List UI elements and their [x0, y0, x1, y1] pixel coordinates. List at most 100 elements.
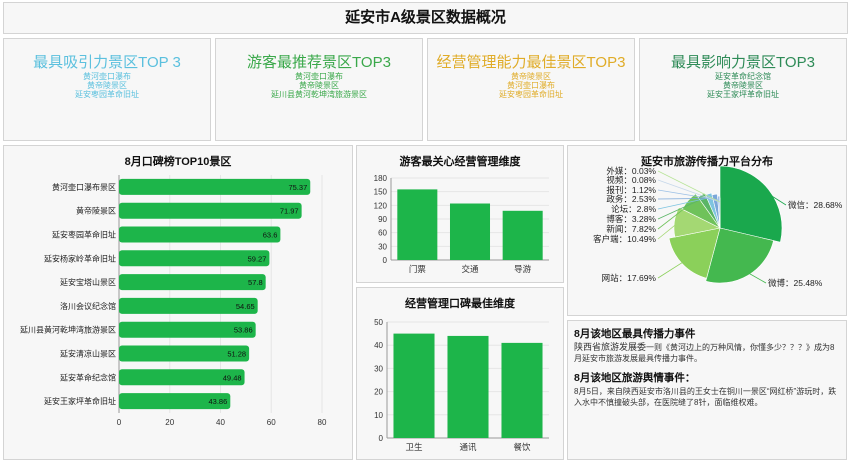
reputation-bar-chart: 0 20 40 60 80 黄河壶口瀑布景区 75.37 黄帝陵景区 71.97 延安枣园革命旧址… — [20, 175, 327, 427]
kpi-item: 延安枣园革命旧址 — [499, 90, 563, 99]
y-tick-label: 150 — [374, 188, 388, 197]
bar-value-label: 53.86 — [234, 326, 253, 335]
category-label: 延安杨家岭革命旧址 — [44, 253, 116, 263]
y-tick-label: 30 — [374, 364, 383, 373]
slice-label: 论坛：2.8% — [611, 204, 656, 214]
x-tick-label: 40 — [216, 418, 225, 427]
x-tick-label: 20 — [165, 418, 174, 427]
bar — [397, 189, 438, 260]
event1-text: 陕西省旅游发展委一则《黄河边上的万种风情，你懂多少？？？》成为8月延安市旅游发展… — [574, 342, 840, 364]
bar-value-label: 75.37 — [288, 183, 307, 192]
bar — [502, 210, 543, 260]
platform-pie-chart: 微信：28.68% 微博：25.48% 网站：17.69% 客户端：10.49%新闻：… — [593, 166, 843, 288]
label-leader-line — [657, 179, 721, 203]
bar — [119, 345, 250, 362]
slice-label: 博客：3.28% — [606, 214, 656, 224]
event1-lead: 陕西省旅游发展委 — [574, 342, 647, 352]
kpi-item: 延安革命纪念馆 — [715, 72, 771, 81]
slice-label: 微信：28.68% — [788, 200, 843, 210]
event1-title: 8月该地区最具传播力事件 — [574, 328, 696, 340]
y-tick-label: 0 — [383, 256, 388, 265]
y-tick-label: 0 — [379, 434, 384, 443]
kpi-panel-influence: 最具影响力景区TOP3 延安革命纪念馆 黄帝陵景区 延安王家坪革命旧址 — [639, 38, 847, 141]
kpi-item: 黄河壶口瀑布 — [83, 72, 131, 81]
kpi-item: 黄河壶口瀑布 — [507, 81, 555, 90]
category-label: 延安王家坪革命旧址 — [44, 396, 116, 406]
category-label: 延川县黄河乾坤湾旅游景区 — [20, 325, 116, 335]
y-tick-label: 20 — [374, 388, 383, 397]
bar — [119, 178, 311, 195]
category-label: 延安清凉山景区 — [60, 349, 116, 359]
pie-slice — [668, 227, 721, 279]
pie-slice — [697, 192, 721, 229]
slice-label: 客户端：10.49% — [593, 234, 656, 244]
slice-label: 外媒：0.03% — [606, 166, 656, 176]
bar-value-label: 59.27 — [248, 254, 267, 263]
kpi-item: 延安枣园革命旧址 — [75, 90, 139, 99]
bar — [501, 342, 543, 438]
kpi-item: 黄帝陵景区 — [87, 81, 127, 90]
pie-slice — [705, 227, 774, 284]
platform-chart-title: 延安市旅游传播力平台分布 — [641, 156, 773, 168]
y-tick-label: 30 — [378, 242, 387, 251]
kpi-panel-attraction: 最具吸引力景区TOP 3 黄河壶口瀑布 黄帝陵景区 延安枣园革命旧址 — [3, 38, 211, 141]
kpi-item: 黄帝陵景区 — [723, 81, 763, 90]
platform-chart-panel: 延安市旅游传播力平台分布 微信：28.68% 微博：25.48% 网站：17.69%… — [567, 145, 847, 316]
slice-label: 新闻：7.82% — [606, 224, 656, 234]
kpi-title: 最具影响力景区TOP3 — [671, 54, 815, 71]
y-tick-label: 180 — [374, 174, 388, 183]
bar — [119, 321, 256, 338]
label-leader-line — [657, 197, 710, 210]
label-leader-line — [657, 198, 704, 220]
kpi-item: 黄帝陵景区 — [299, 81, 339, 90]
category-label: 洛川会议纪念馆 — [60, 301, 116, 311]
bar — [119, 393, 231, 410]
slice-label: 报刊：1.12% — [606, 185, 656, 195]
bar-value-label: 43.86 — [209, 397, 228, 406]
bar-value-label: 54.65 — [236, 302, 255, 311]
concern-bar-chart: 0 30 60 90 120 150 180 门票 交通 导游 — [374, 174, 549, 274]
y-tick-label: 10 — [374, 411, 383, 420]
management-chart-title: 经营管理口碑最佳维度 — [405, 298, 515, 310]
x-tick-label: 80 — [318, 418, 327, 427]
kpi-title: 经营管理能力最佳景区TOP3 — [436, 54, 626, 71]
bar-value-label: 57.8 — [248, 278, 263, 287]
slice-label: 网站：17.69% — [602, 273, 657, 283]
slice-label: 视频：0.08% — [606, 175, 656, 185]
kpi-item: 黄河壶口瀑布 — [295, 72, 343, 81]
kpi-item: 黄帝陵景区 — [511, 72, 551, 81]
reputation-chart-title: 8月口碑榜TOP10景区 — [124, 156, 232, 168]
y-tick-label: 50 — [374, 318, 383, 327]
x-category-label: 卫生 — [405, 442, 423, 452]
reputation-chart-panel: 8月口碑榜TOP10景区 0 20 40 60 80 黄河壶口瀑布景区 75.37 黄帝陵景区… — [3, 145, 353, 460]
category-label: 黄帝陵景区 — [76, 206, 116, 216]
pie-slice — [717, 195, 721, 229]
page-title: 延安市A级景区数据概况 — [3, 2, 848, 34]
event2-title: 8月该地区旅游舆情事件： — [574, 372, 696, 384]
bar — [119, 297, 258, 314]
management-bar-chart: 0 10 20 30 40 50 卫生 通讯 餐饮 — [374, 318, 549, 452]
pie-slice — [673, 207, 721, 238]
slice-label: 政务：2.53% — [606, 194, 656, 204]
category-label: 黄河壶口瀑布景区 — [52, 182, 116, 192]
label-leader-line — [745, 271, 767, 284]
category-label: 延安革命纪念馆 — [60, 372, 116, 382]
y-tick-label: 60 — [378, 229, 387, 238]
kpi-panel-management: 经营管理能力最佳景区TOP3 黄帝陵景区 黄河壶口瀑布 延安枣园革命旧址 — [427, 38, 635, 141]
label-leader-line — [657, 222, 679, 240]
bar — [119, 250, 270, 267]
bar-value-label: 51.28 — [227, 350, 246, 359]
bar — [119, 369, 245, 386]
bar — [119, 202, 302, 219]
x-tick-label: 60 — [267, 418, 276, 427]
concern-chart-title: 游客最关心经营管理维度 — [399, 156, 521, 168]
x-category-label: 通讯 — [459, 442, 477, 452]
label-leader-line — [657, 203, 692, 230]
slice-label: 微博：25.48% — [768, 278, 823, 288]
bar-value-label: 49.48 — [223, 373, 242, 382]
label-leader-line — [765, 191, 787, 206]
kpi-panel-recommended: 游客最推荐景区TOP3 黄河壶口瀑布 黄帝陵景区 延川县黄河乾坤湾旅游景区 — [215, 38, 423, 141]
pie-slice — [719, 166, 783, 243]
label-leader-line — [657, 170, 721, 203]
management-chart-panel: 经营管理口碑最佳维度 0 10 20 30 40 50 卫生 通讯 餐饮 — [356, 287, 564, 460]
